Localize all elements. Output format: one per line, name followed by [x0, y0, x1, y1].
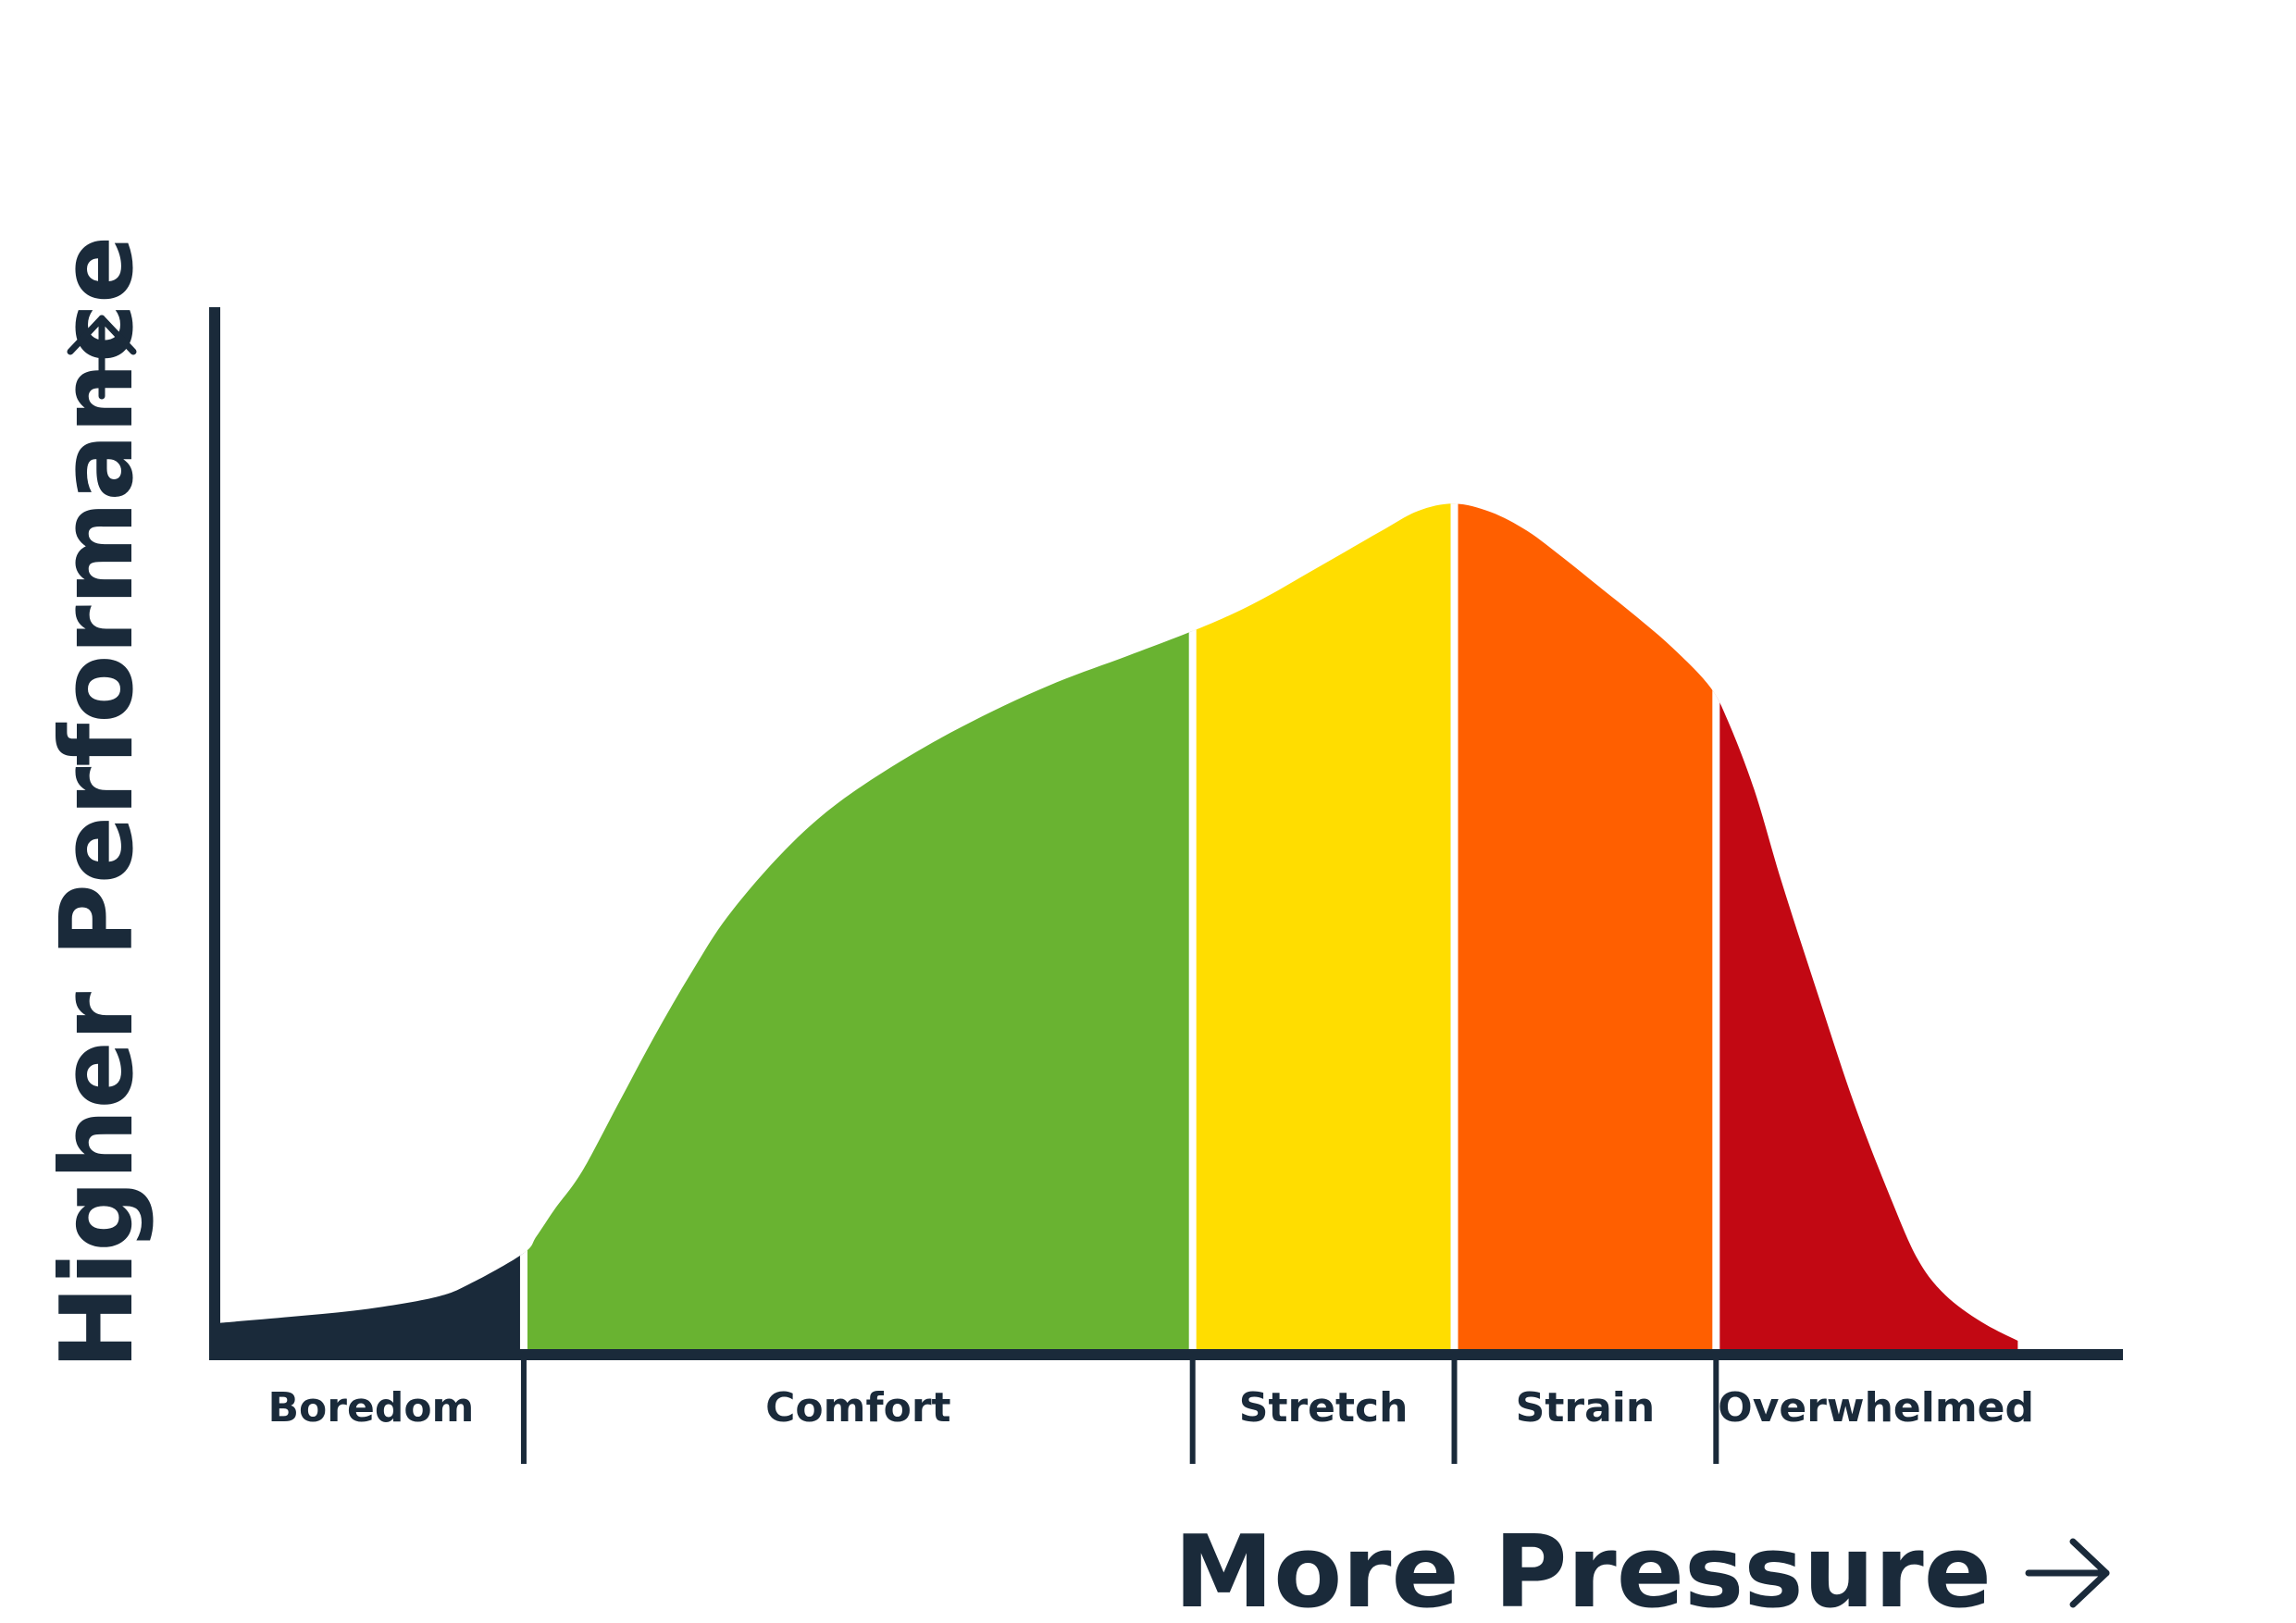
zone-areas [218, 503, 2018, 1349]
zone-label-stretch: Stretch [1239, 1384, 1409, 1431]
zone-area-comfort [523, 503, 1193, 1349]
y-axis-title: Higher Performance [40, 236, 155, 1369]
zone-divider-overwhelmed [1712, 503, 1720, 1349]
axes [209, 307, 2123, 1360]
zone-labels: Boredom Comfort Stretch Strain Overwhelmed [268, 1384, 2034, 1431]
zone-ticks [520, 1358, 1719, 1464]
zone-area-stretch [1192, 503, 1455, 1349]
zone-label-comfort: Comfort [765, 1384, 950, 1431]
zone-label-overwhelmed: Overwhelmed [1718, 1384, 2034, 1431]
zone-divider-stretch [1188, 503, 1197, 1349]
x-axis-title: More Pressure [1174, 1515, 1992, 1623]
zone-divider-comfort [519, 503, 527, 1349]
zone-area-strain [1454, 503, 1717, 1349]
zone-area-boredom [218, 503, 524, 1349]
zone-area-overwhelmed [1716, 503, 2018, 1349]
zone-divider-strain [1450, 503, 1458, 1349]
y-arrow-icon [67, 315, 137, 400]
zone-label-strain: Strain [1516, 1384, 1656, 1431]
zone-label-boredom: Boredom [268, 1384, 475, 1431]
x-arrow-icon [2025, 1538, 2110, 1608]
